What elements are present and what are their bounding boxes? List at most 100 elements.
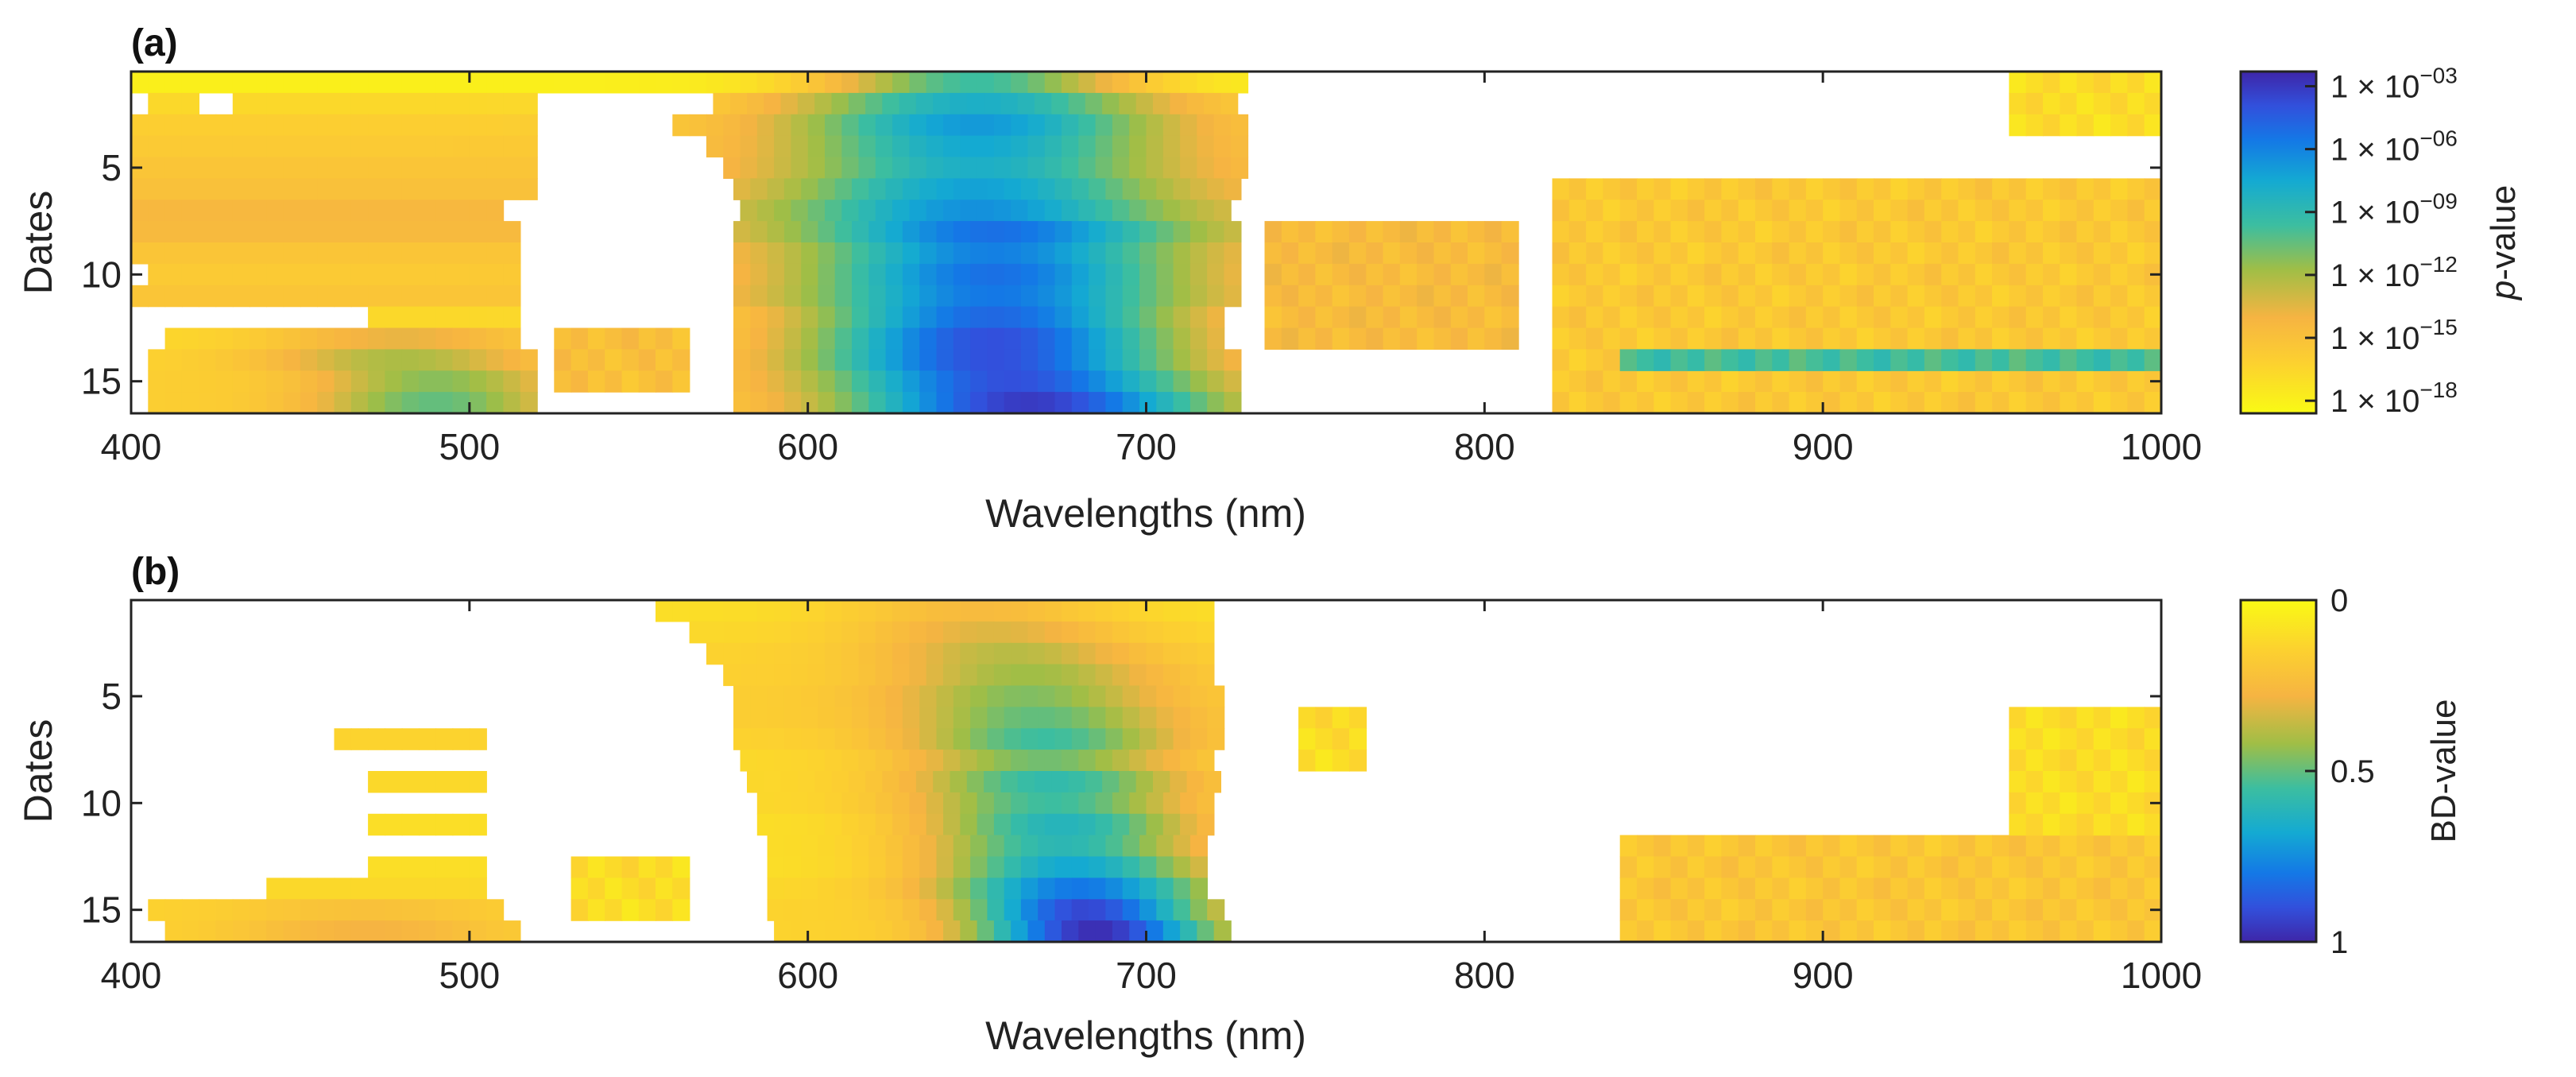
heatmap-cell [605, 349, 623, 371]
heatmap-cell [1450, 285, 1468, 308]
heatmap-cell [1772, 285, 1790, 308]
heatmap-cell [199, 263, 217, 286]
heatmap-cell [1924, 263, 1942, 286]
heatmap-cell [1089, 349, 1107, 371]
heatmap-cell [1619, 221, 1638, 243]
heatmap-cell [970, 835, 988, 858]
heatmap-cell [1924, 200, 1942, 222]
heatmap-cell [774, 920, 792, 943]
heatmap-cell [987, 306, 1005, 329]
heatmap-cell [1180, 813, 1198, 836]
heatmap-cell [977, 72, 995, 94]
heatmap-cell [232, 157, 250, 179]
heatmap-cell [503, 221, 521, 243]
heatmap-cell [1805, 285, 1824, 308]
heatmap-cell [1281, 285, 1299, 308]
heatmap-cell [435, 728, 454, 750]
heatmap-cell [249, 242, 268, 265]
heatmap-cell [1417, 327, 1435, 350]
heatmap-cell [1156, 392, 1174, 414]
heatmap-cell [750, 728, 768, 750]
heatmap-cell [706, 135, 724, 158]
heatmap-cell [2009, 750, 2027, 772]
heatmap-cell [953, 221, 971, 243]
heatmap-cell [486, 157, 505, 179]
heatmap-cell [1095, 642, 1113, 665]
heatmap-cell [1105, 835, 1124, 858]
heatmap-cell [401, 285, 420, 308]
heatmap-cell [1156, 877, 1174, 900]
heatmap-cell [1089, 285, 1107, 308]
heatmap-cell [1687, 856, 1705, 878]
heatmap-cell [2025, 306, 2044, 329]
heatmap-cell [1095, 920, 1113, 943]
heatmap-cell [1173, 327, 1191, 350]
heatmap-cell [723, 621, 741, 644]
heatmap-cell [148, 392, 166, 414]
heatmap-cell [1315, 306, 1333, 329]
heatmap-cell [801, 835, 819, 858]
heatmap-cell [368, 157, 386, 179]
heatmap-cell [368, 327, 386, 350]
heatmap-cell [181, 114, 199, 137]
heatmap-cell [1038, 370, 1056, 393]
heatmap-cell [801, 349, 819, 371]
heatmap-cell [181, 349, 199, 371]
heatmap-cell [385, 920, 403, 943]
heatmap-cell [1173, 856, 1191, 878]
heatmap-cell [1687, 370, 1705, 393]
heatmap-cell [435, 349, 454, 371]
heatmap-cell [2009, 327, 2027, 350]
heatmap-cell [656, 856, 674, 878]
heatmap-cell [1129, 750, 1147, 772]
heatmap-cell [148, 899, 166, 921]
heatmap-cell [2110, 349, 2129, 371]
heatmap-cell [1619, 327, 1638, 350]
heatmap-cell [960, 72, 978, 94]
heatmap-cell [706, 600, 724, 622]
heatmap-cell [841, 920, 860, 943]
heatmap-cell [1027, 920, 1046, 943]
heatmap-cell [909, 600, 927, 622]
heatmap-cell [1568, 263, 1587, 286]
heatmap-cell [1180, 157, 1198, 179]
heatmap-cell [266, 370, 284, 393]
heatmap-cell [350, 899, 369, 921]
heatmap-cell [2060, 200, 2078, 222]
heatmap-cell [834, 221, 853, 243]
heatmap-cell [1264, 306, 1282, 329]
heatmap-cell [1501, 306, 1519, 329]
heatmap-cell [1975, 221, 1993, 243]
heatmap-cell [1122, 306, 1140, 329]
heatmap-cell [317, 370, 335, 393]
heatmap-cell [350, 242, 369, 265]
heatmap-cell [1027, 72, 1046, 94]
heatmap-cell [1038, 242, 1056, 265]
heatmap-cell [2076, 835, 2094, 858]
heatmap-cell [1281, 327, 1299, 350]
panel-b-x-axis-title: Wavelengths (nm) [985, 1013, 1306, 1058]
heatmap-cell [1122, 242, 1140, 265]
heatmap-cell [987, 392, 1005, 414]
heatmap-cell [1721, 327, 1739, 350]
heatmap-cell [1399, 306, 1418, 329]
heatmap-cell [885, 707, 903, 729]
heatmap-cell [503, 178, 521, 200]
heatmap-cell [1839, 392, 1858, 414]
heatmap-cell [926, 664, 944, 687]
heatmap-cell [587, 370, 605, 393]
colorbar-a-title-p: p [2484, 281, 2523, 301]
heatmap-cell [1139, 707, 1158, 729]
heatmap-cell [1349, 306, 1367, 329]
heatmap-cell [2060, 813, 2078, 836]
heatmap-cell [1874, 370, 1892, 393]
panel-b-y-axis-title: Dates [16, 719, 60, 823]
heatmap-cell [334, 242, 352, 265]
heatmap-cell [892, 72, 911, 94]
heatmap-cell [1224, 178, 1242, 200]
heatmap-cell [469, 306, 487, 329]
heatmap-cell [469, 920, 487, 943]
heatmap-cell [1805, 370, 1824, 393]
heatmap-cell [750, 263, 768, 286]
